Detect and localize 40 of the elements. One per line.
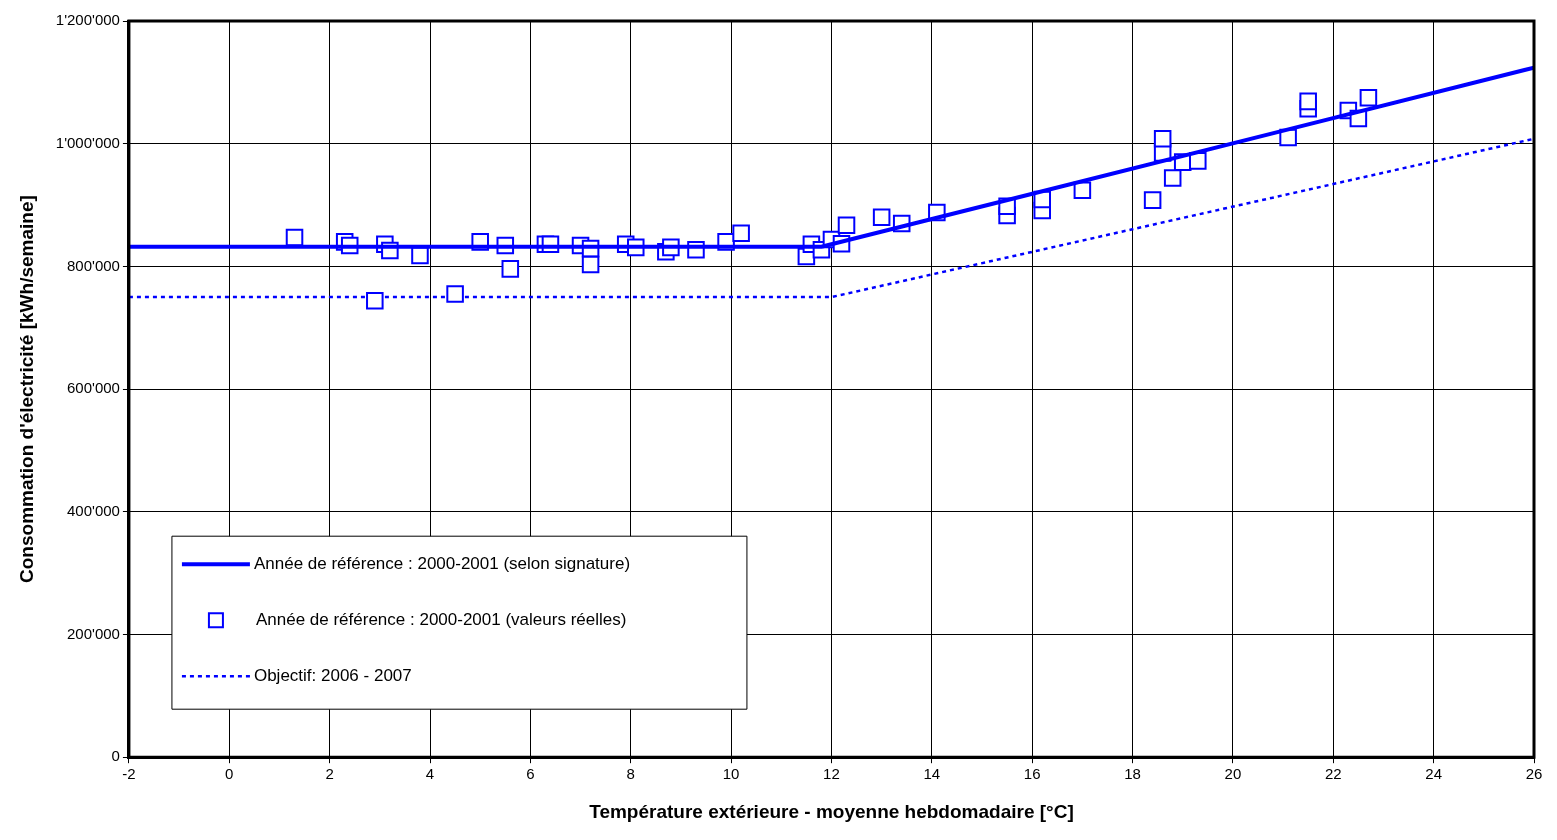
x-tick-label: 22 [1324, 765, 1342, 783]
y-tick-label: 1'200'000 [55, 11, 120, 29]
y-tick-label: 400'000 [67, 501, 120, 519]
point [366, 291, 384, 310]
point [1153, 130, 1172, 148]
x-axis-title: Température extérieure - moyenne hebdomadaire [°C] [589, 800, 1074, 822]
point [732, 224, 750, 243]
point [581, 255, 600, 274]
point [501, 260, 520, 278]
point [1189, 152, 1207, 170]
x-tick-label: 24 [1425, 765, 1442, 783]
x-tick-label: 10 [722, 765, 740, 783]
y-tick-label: 1'000'000 [55, 133, 120, 151]
y-axis-title: Consommation d'électricité [kWh/semaine] [15, 195, 37, 583]
x-tick-label: 14 [923, 765, 941, 783]
legend-label: Objectif: 2006 - 2007 [253, 665, 412, 685]
point [1359, 88, 1378, 107]
x-tick-label: 16 [1023, 765, 1041, 783]
x-tick-label: 8 [626, 765, 635, 783]
point [872, 208, 891, 227]
legend-label: Année de référence : 2000-2001 (valeurs réelles) [255, 609, 627, 629]
y-tick-label: 0 [111, 747, 120, 765]
point [1143, 191, 1162, 209]
point [1163, 169, 1182, 187]
point [1299, 92, 1317, 111]
x-tick-label: 26 [1525, 765, 1543, 783]
y-tick-label: 200'000 [67, 624, 120, 642]
x-tick-label: 4 [425, 765, 435, 783]
x-tick-label: 12 [823, 765, 840, 783]
x-tick-label: 2 [325, 765, 334, 783]
x-tick-label: 6 [526, 765, 535, 783]
point [446, 285, 464, 303]
y-tick-label: 800'000 [67, 256, 120, 274]
y-tick-label: 600'000 [67, 379, 120, 397]
x-tick-label: 18 [1124, 765, 1141, 783]
point [837, 216, 856, 235]
x-tick-label: 20 [1224, 765, 1242, 783]
x-tick-label: 0 [225, 765, 234, 783]
legend-label: Année de référence : 2000-2001 (selon signature) [253, 553, 631, 573]
x-tick-label: -2 [122, 765, 136, 783]
